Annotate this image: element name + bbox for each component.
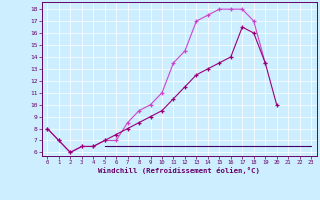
X-axis label: Windchill (Refroidissement éolien,°C): Windchill (Refroidissement éolien,°C)	[98, 167, 260, 174]
